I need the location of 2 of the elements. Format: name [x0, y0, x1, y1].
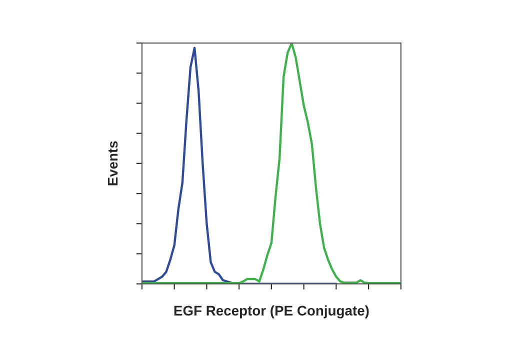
x-axis-title: EGF Receptor (PE Conjugate) [174, 305, 369, 318]
y-axis-title: Events [108, 141, 118, 186]
